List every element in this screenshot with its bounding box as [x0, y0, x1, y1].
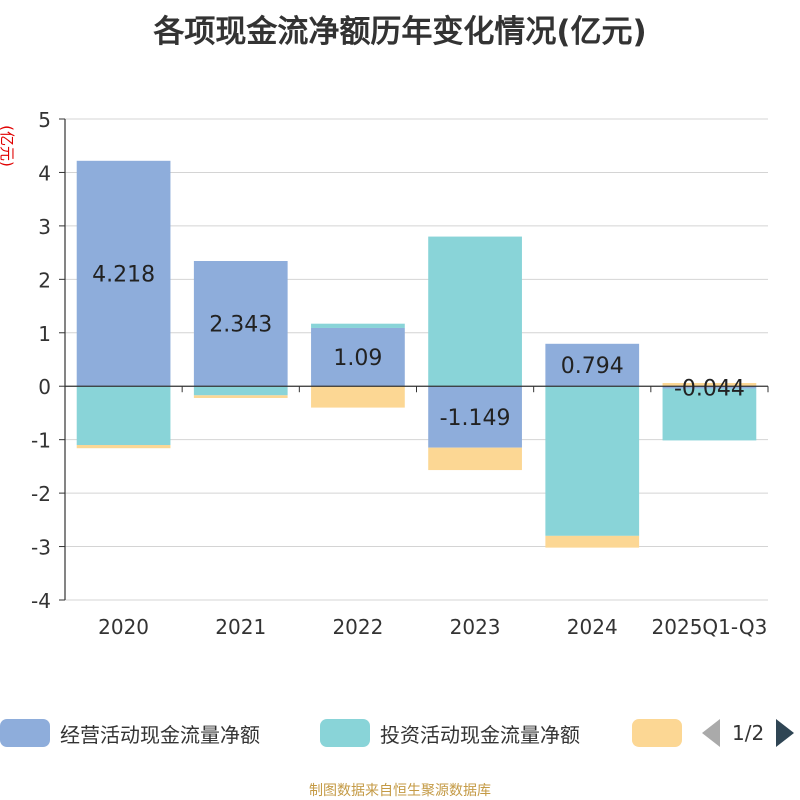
y-tick-label-0: 0 [38, 375, 51, 399]
bar-s0-2022 [311, 327, 405, 387]
bar-s0-2025Q1-Q3 [662, 386, 757, 389]
legend: 经营活动现金流量净额 投资活动现金流量净额 1/2 [0, 716, 800, 750]
y-tick-label--1: -1 [31, 429, 51, 453]
bar-s2-2024 [545, 535, 640, 548]
bar-s2-2023 [428, 447, 522, 471]
y-axis-label: (亿元) [0, 125, 16, 167]
bar-s0-2023 [428, 386, 522, 448]
y-tick-label-4: 4 [38, 161, 51, 185]
bars-layer [76, 160, 757, 548]
bar-s1-2023 [428, 236, 522, 387]
legend-item-financing[interactable] [632, 716, 682, 750]
data-label-2025Q1-Q3: -0.044 [674, 376, 745, 401]
bar-s0-2021 [193, 261, 288, 387]
legend-pager: 1/2 [702, 716, 795, 750]
bar-s1-2021 [193, 386, 288, 396]
axis-layer: 5 4 3 2 1 0 -1 -2 -3 -4 2020 2021 2022 2023 2024 2025Q1… [31, 108, 769, 639]
y-tick-label-2: 2 [38, 268, 51, 292]
bar-s0-2024 [545, 343, 640, 387]
source-note: 制图数据来自恒生聚源数据库 [309, 783, 491, 799]
data-label-2022: 1.09 [333, 346, 382, 371]
x-tick-label-2022: 2022 [332, 615, 383, 639]
pager-prev-icon[interactable] [702, 719, 720, 747]
legend-label-investing: 投资活动现金流量净额 [380, 722, 580, 747]
legend-swatch-financing [632, 719, 682, 747]
bar-s1-2025Q1-Q3 [662, 388, 757, 441]
data-label-2024: 0.794 [561, 354, 624, 379]
chart-title: 各项现金流净额历年变化情况(亿元) [153, 14, 647, 50]
x-tick-label-2024: 2024 [567, 615, 618, 639]
bar-s2-2020 [76, 445, 171, 449]
y-tick-label--4: -4 [31, 589, 51, 613]
bar-s1-2024 [545, 386, 640, 536]
data-label-2023: -1.149 [440, 406, 511, 431]
data-label-2020: 4.218 [92, 263, 155, 288]
legend-swatch-investing [320, 719, 370, 747]
grid-layer [65, 118, 768, 601]
bar-s1-2022 [311, 323, 405, 328]
x-tick-label-2025Q1-Q3: 2025Q1-Q3 [652, 615, 768, 639]
y-tick-label-1: 1 [38, 322, 51, 346]
labels-layer: 4.218 2.343 1.09 -1.149 0.794 -0.044 [92, 263, 745, 431]
y-tick-label--3: -3 [31, 536, 51, 560]
data-label-2021: 2.343 [209, 313, 272, 338]
y-tick-label--2: -2 [31, 482, 51, 506]
bar-s2-2022 [311, 386, 405, 408]
x-tick-label-2021: 2021 [215, 615, 266, 639]
legend-label-operating: 经营活动现金流量净额 [60, 722, 260, 747]
bar-s0-2020 [76, 160, 171, 387]
bar-s1-2020 [76, 386, 171, 446]
legend-item-operating[interactable]: 经营活动现金流量净额 [0, 716, 260, 750]
pager-next-icon[interactable] [776, 719, 795, 747]
bar-s2-2021 [193, 395, 288, 398]
bar-s2-2025Q1-Q3 [662, 383, 757, 387]
legend-item-investing[interactable]: 投资活动现金流量净额 [320, 716, 580, 750]
y-tick-label-5: 5 [38, 108, 51, 132]
y-tick-label-3: 3 [38, 215, 51, 239]
legend-swatch-operating [0, 719, 50, 747]
pager-page-indicator: 1/2 [732, 721, 765, 745]
x-tick-label-2020: 2020 [98, 615, 149, 639]
x-tick-label-2023: 2023 [450, 615, 501, 639]
